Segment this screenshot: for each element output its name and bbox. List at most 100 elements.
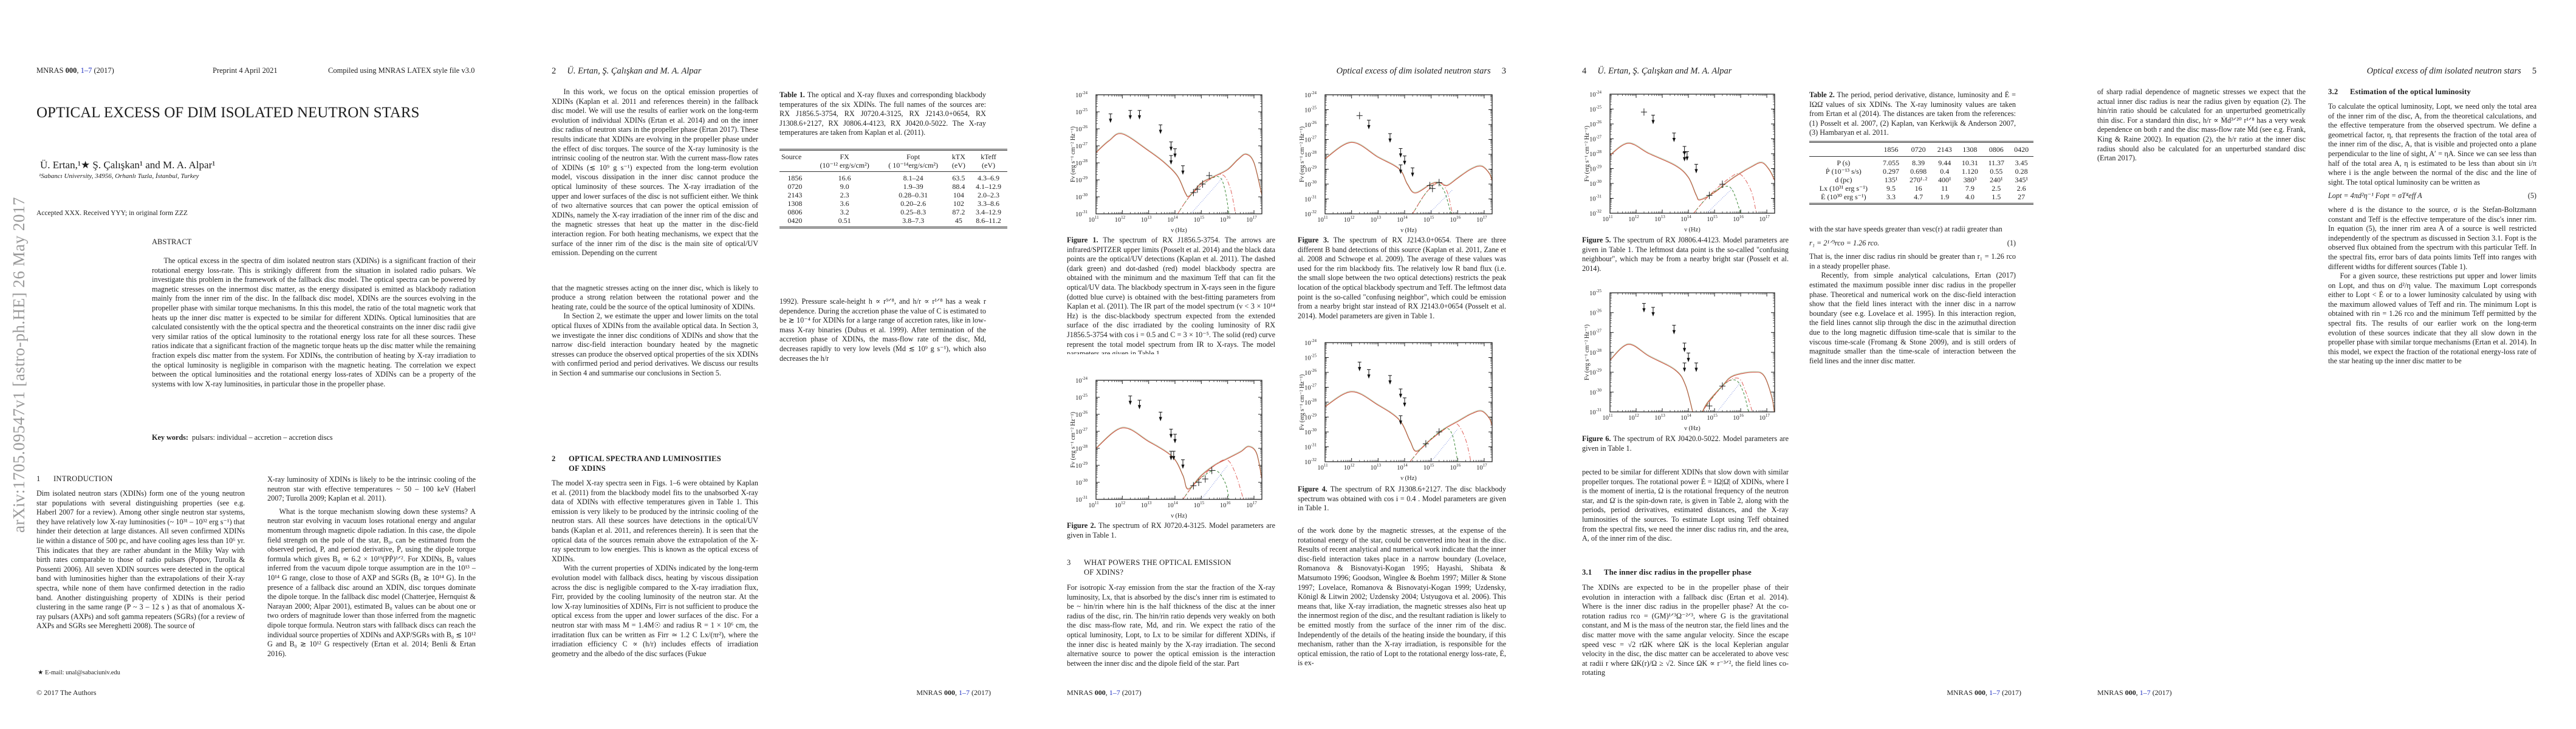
spectrum-chart: 1011 1012 1013 1014 1015 1016 1017 10-31 10-30 10… (1584, 289, 1775, 432)
section-number: 3 (1067, 558, 1071, 567)
page-range-link[interactable]: 1–7 (80, 66, 92, 75)
x-tick-label: 1011 (1088, 215, 1099, 224)
arrow-head (1367, 125, 1371, 129)
value-cell: 3.3 (1877, 193, 1905, 205)
y-tick-label: 10-26 (1075, 410, 1088, 419)
journal-year: (2017) (1122, 688, 1142, 697)
series-disc-blackbody-max-teff- (1693, 173, 1757, 213)
journal-name: MNRAS (1947, 688, 1973, 697)
table-label: Table 1. (779, 91, 805, 99)
detection-point (1208, 467, 1215, 474)
spectrum-chart: 1011 1012 1013 1014 1015 1016 1017 10-32 10-31 10… (1584, 90, 1775, 233)
paragraph: The XDINs are expected to be in the prop… (1582, 583, 1789, 677)
model-curves (1096, 426, 1262, 499)
caption-text: The spectrum of RX J2143.0+0654. There a… (1298, 236, 1506, 320)
upper-limit-arrow (1402, 156, 1406, 165)
value-cell: 0.51 (810, 216, 879, 228)
upper-limit-arrow (1181, 459, 1185, 469)
section-heading-introduction: 1 INTRODUCTION (36, 474, 113, 484)
running-header: 2 Ü. Ertan, Ş. Çalışkan and M. A. Alpar (552, 66, 701, 77)
caption-text: The spectrum of RX J0420.0-5022. Model p… (1582, 434, 1789, 453)
figure-label: Figure 6. (1582, 434, 1611, 443)
paragraph: For isotropic X-ray emission from the st… (1067, 583, 1275, 668)
copyright: © 2017 The Authors (36, 688, 97, 697)
series-total-alt (1325, 390, 1492, 451)
value-cell: 16.6 (838, 174, 851, 182)
value-cell: 3.4–12.9 (975, 208, 1001, 216)
page-range-link[interactable]: 1–7 (1989, 688, 2000, 697)
page-range-link[interactable]: 1–7 (2139, 688, 2151, 697)
y-tick-label: 10-25 (1589, 105, 1601, 114)
value-cell: 87.2 (952, 208, 965, 216)
value-cell: 9.44 (1938, 159, 1951, 167)
x-axis-label: ν (Hz) (1684, 227, 1701, 233)
y-tick-label: 10-26 (1589, 120, 1601, 128)
journal-year: (2017) (971, 688, 991, 697)
detection-point (1436, 428, 1442, 436)
y-tick-label: 10-31 (1589, 194, 1601, 203)
value-cell: 11 (1941, 184, 1948, 193)
column-header: 1856 (1877, 141, 1905, 157)
column-header: 0720 (1904, 141, 1933, 157)
y-tick-label: 10-24 (1304, 338, 1317, 347)
figure-label: Figure 5. (1582, 236, 1611, 244)
section-title: OPTICAL SPECTRA AND LUMINOSITIES (569, 454, 721, 463)
section-title-cont: OF XDINS? (1084, 567, 1124, 577)
abstract-text: The optical excess in the spectra of dim… (152, 256, 476, 388)
series-x-ray-blackbody (1190, 177, 1223, 214)
page-range-link[interactable]: 1–7 (1109, 688, 1120, 697)
page-range-link[interactable]: 1–7 (959, 688, 970, 697)
y-tick-label: 10-30 (1589, 179, 1601, 188)
x-tick-label: 1017 (1759, 214, 1770, 223)
model-curves (1325, 390, 1492, 462)
upper-limit-arrow (1682, 362, 1687, 372)
x-tick-label: 1016 (1733, 214, 1744, 223)
table-label: Table 2. (1809, 91, 1835, 99)
arrow-head (1181, 170, 1185, 175)
section-heading-3-2: 3.2 Estimation of the optical luminosity (2328, 87, 2537, 97)
compiled-note: Compiled using MNRAS LATEX style file v3… (328, 66, 475, 75)
x-axis-label: ν (Hz) (1684, 425, 1701, 432)
upper-limit-arrow (1682, 152, 1687, 162)
table-1: Source FX Fopt kTX kTeff (10⁻¹² erg/s/cm²)( 1… (779, 149, 1007, 228)
right-column-text: with the star have speeds greater than v… (1809, 225, 2016, 678)
x-tick-label: 1011 (1317, 215, 1328, 224)
y-tick-label: 10-32 (1304, 210, 1317, 218)
x-tick-label: 1013 (1141, 501, 1152, 509)
value-cell: 0.20–2.6 (900, 199, 927, 208)
arrow-head (1411, 173, 1414, 177)
journal-ref: MNRAS 000, 1–7 (2017) (36, 66, 114, 75)
section-title: The inner disc radius in the propeller p… (1604, 568, 1752, 577)
y-tick-label: 10-28 (1589, 149, 1601, 158)
arrow-head (1367, 374, 1371, 379)
plot-frame (1324, 94, 1493, 214)
series-x-ray-blackbody (1706, 187, 1733, 213)
series-disc-blackbody-max-teff- (1182, 459, 1244, 499)
journal-year: (2017) (2152, 688, 2172, 697)
upper-limit-arrow (1694, 362, 1698, 372)
upper-limit-arrow (1687, 352, 1691, 363)
x-tick-label: 1015 (1423, 215, 1434, 224)
value-cell: 9.5 (1886, 184, 1896, 193)
paragraph: Recently, from simple analytical calcula… (1809, 271, 2016, 365)
upper-limit-arrow (1169, 155, 1173, 165)
upper-limit-arrow (1171, 451, 1176, 460)
figure-1-caption: Figure 1. The spectrum of RX J1856.5-375… (1067, 236, 1275, 354)
series-disc-blackbody-min-teff- (1410, 428, 1458, 462)
y-tick-label: 10-24 (1589, 90, 1601, 98)
arrow-head (1159, 417, 1162, 422)
figure-3-plot: 1011 1012 1013 1014 1015 1016 1017 10-32 10-31 10… (1298, 90, 1493, 234)
figure-4-caption: Figure 4. The spectrum of RX J1308.6+212… (1298, 485, 1506, 515)
series-total-model (1096, 133, 1262, 197)
source-cell: 1308 (787, 199, 803, 208)
affiliation: ¹Sabancı University, 34956, Orhanlı Tuzl… (39, 173, 199, 180)
detection-point (1194, 185, 1201, 193)
value-cell: 380³ (1963, 176, 1977, 184)
upper-limit-arrow (1137, 400, 1142, 409)
footer-journal-ref: MNRAS 000, 1–7 (2017) (1947, 688, 2021, 697)
x-tick-label: 1015 (1194, 501, 1205, 509)
upper-limit-arrow (1672, 132, 1676, 142)
upper-limit-arrow (1685, 151, 1689, 161)
detection-point (1706, 191, 1713, 199)
column-unit: (10⁻¹² erg/s/cm²) (810, 161, 879, 172)
